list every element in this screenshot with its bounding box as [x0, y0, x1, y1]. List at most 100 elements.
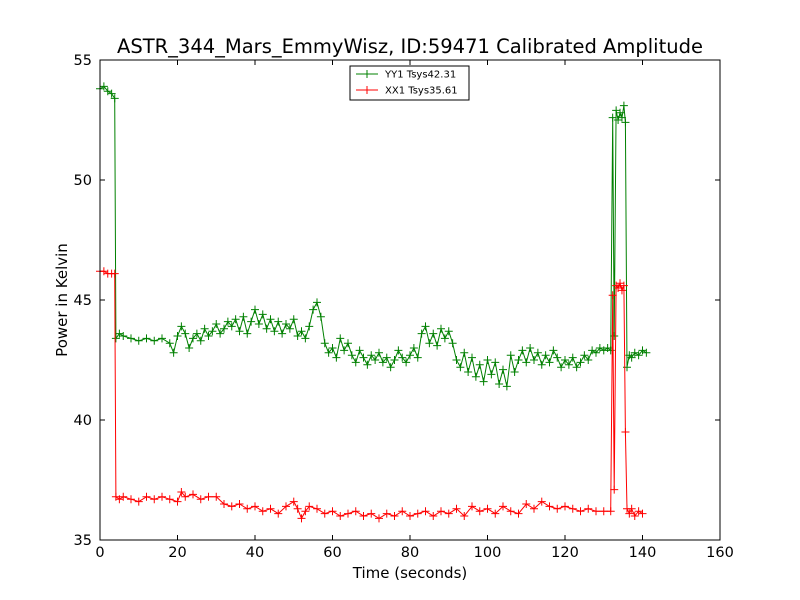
data-point: [390, 512, 399, 520]
data-point: [499, 502, 507, 511]
data-point: [208, 327, 217, 336]
x-axis: 0 20 40 60 80 100 120 140 160: [95, 60, 734, 561]
data-point: [305, 502, 314, 511]
x-tick-label: 100: [474, 545, 502, 561]
y-tick-label: 55: [74, 53, 92, 69]
data-point: [134, 336, 143, 345]
data-point: [254, 320, 263, 328]
data-point: [608, 113, 617, 122]
data-point: [158, 334, 166, 343]
data-point: [621, 118, 630, 127]
data-point: [584, 356, 593, 364]
data-point: [475, 360, 484, 369]
data-point: [313, 298, 321, 307]
data-point: [537, 497, 546, 506]
data-point: [398, 353, 407, 362]
data-point: [502, 382, 511, 391]
data-point: [456, 363, 465, 372]
data-point: [382, 509, 391, 518]
data-point: [347, 351, 356, 360]
data-point: [110, 94, 119, 103]
data-point: [150, 495, 159, 504]
data-point: [499, 365, 507, 374]
data-point: [572, 363, 581, 372]
data-point: [638, 509, 647, 518]
data-point: [110, 269, 119, 278]
data-point: [351, 358, 360, 367]
data-point: [530, 504, 538, 513]
data-point: [196, 336, 205, 345]
data-point: [530, 356, 538, 364]
data-point: [371, 356, 380, 364]
data-point: [340, 346, 349, 355]
legend: YY1 Tsys42.31 XX1 Tsys35.61: [349, 65, 470, 101]
data-point: [328, 507, 337, 516]
data-point: [444, 509, 453, 518]
data-point: [386, 363, 395, 372]
data-point: [545, 358, 554, 367]
data-point: [363, 360, 372, 369]
data-point: [514, 509, 523, 518]
data-point: [448, 339, 457, 348]
data-point: [169, 348, 178, 357]
data-point: [452, 356, 461, 364]
data-point: [111, 334, 120, 343]
data-point: [506, 507, 515, 516]
data-point: [320, 339, 329, 348]
data-point: [220, 500, 228, 508]
data-point: [621, 428, 630, 436]
data-point: [444, 327, 453, 336]
data-point: [642, 348, 651, 357]
y-tick-label: 40: [74, 413, 92, 429]
data-point: [142, 334, 151, 343]
data-point: [285, 324, 294, 333]
data-point: [619, 281, 628, 290]
data-point: [274, 509, 283, 518]
data-point: [541, 351, 550, 360]
data-point: [619, 101, 628, 110]
data-point: [580, 351, 589, 360]
data-point: [192, 329, 201, 338]
data-point: [320, 509, 329, 518]
data-point: [394, 346, 403, 355]
data-point: [150, 336, 159, 345]
data-point: [406, 351, 414, 360]
data-point: [382, 353, 391, 362]
data-point: [390, 356, 399, 364]
data-point: [204, 332, 213, 340]
data-point: [576, 507, 585, 516]
data-point: [522, 358, 531, 367]
data-point: [212, 320, 221, 328]
series-layer: [96, 82, 651, 523]
data-point: [328, 344, 337, 352]
x-tick-label: 80: [401, 545, 419, 561]
data-point: [561, 502, 569, 511]
data-point: [568, 353, 577, 362]
y-tick-label: 50: [74, 173, 92, 189]
data-point: [526, 344, 535, 352]
data-point: [610, 332, 619, 340]
data-point: [258, 507, 267, 516]
data-point: [309, 305, 318, 314]
data-point: [239, 312, 248, 321]
data-point: [421, 507, 430, 516]
data-point: [553, 504, 562, 513]
data-point: [627, 504, 636, 513]
data-point: [204, 492, 213, 501]
data-point: [506, 351, 515, 360]
data-point: [344, 339, 352, 348]
data-point: [617, 113, 626, 122]
data-point: [375, 348, 383, 357]
data-point: [606, 507, 615, 516]
data-point: [243, 329, 252, 338]
data-point: [196, 495, 205, 504]
data-point: [200, 324, 209, 333]
data-point: [421, 322, 430, 331]
x-tick-label: 0: [95, 545, 104, 561]
data-point: [235, 500, 244, 508]
data-point: [359, 353, 368, 362]
data-point: [553, 353, 562, 362]
data-point: [398, 507, 407, 516]
data-point: [297, 514, 306, 523]
